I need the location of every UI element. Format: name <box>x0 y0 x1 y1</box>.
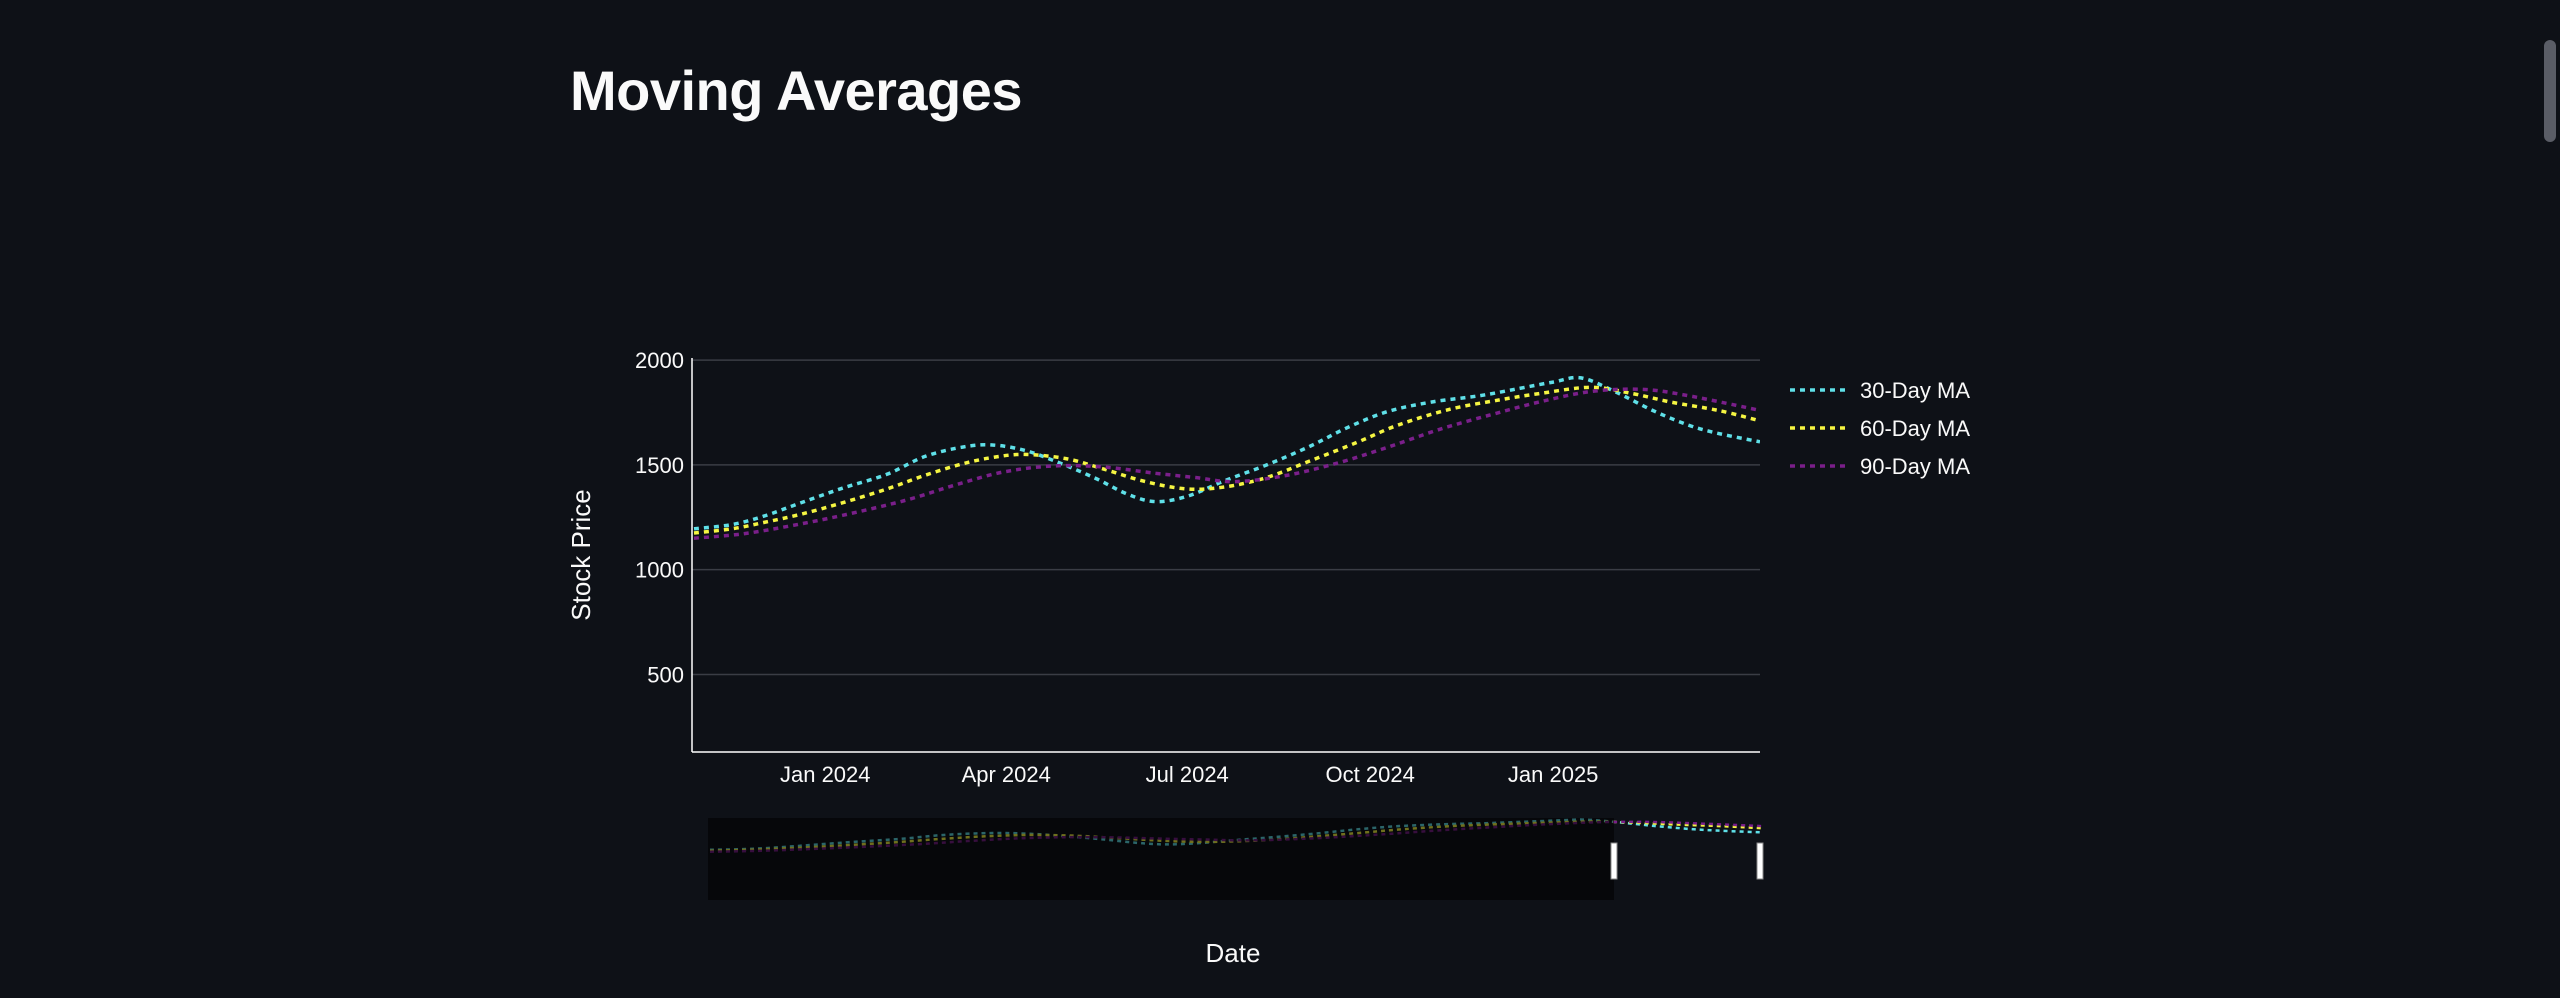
page-title: Moving Averages <box>570 59 1023 122</box>
y-tick-label: 2000 <box>635 348 684 373</box>
y-tick-label: 1500 <box>635 453 684 478</box>
y-tick-label: 1000 <box>635 558 684 583</box>
y-tick-label: 500 <box>647 662 684 687</box>
series-line-3[interactable] <box>693 387 1760 540</box>
range-slider-handle-left[interactable] <box>1610 842 1618 880</box>
x-tick-label: Jul 2024 <box>1146 762 1229 787</box>
x-tick-label: Jan 2025 <box>1508 762 1599 787</box>
legend-label: 30-Day MA <box>1860 378 1970 403</box>
y-tick-labels: 500 1000 1500 2000 <box>635 348 684 687</box>
chart-gridlines <box>692 359 1760 676</box>
x-tick-label: Apr 2024 <box>962 762 1051 787</box>
scrollbar-thumb[interactable] <box>2544 40 2556 142</box>
legend-item-3[interactable]: 90-Day MA <box>1790 454 1970 479</box>
page-scrollbar[interactable] <box>2540 0 2560 998</box>
x-tick-labels: Jan 2024 Apr 2024 Jul 2024 Oct 2024 Jan 2025 <box>780 762 1598 787</box>
legend-item-1[interactable]: 30-Day MA <box>1790 378 1970 403</box>
chart-legend[interactable]: 30-Day MA 60-Day MA 90-Day MA <box>1790 378 1970 479</box>
range-slider-handle-right[interactable] <box>1756 842 1764 880</box>
series-line-1[interactable] <box>693 375 1760 531</box>
legend-label: 60-Day MA <box>1860 416 1970 441</box>
y-axis-title: Stock Price <box>566 489 596 621</box>
range-slider[interactable] <box>708 818 1764 900</box>
series-line-2[interactable] <box>693 385 1760 535</box>
range-slider-mask <box>708 818 1614 900</box>
legend-item-2[interactable]: 60-Day MA <box>1790 416 1970 441</box>
x-tick-label: Oct 2024 <box>1326 762 1415 787</box>
x-axis-title: Date <box>1206 938 1261 968</box>
chart-series <box>693 375 1760 540</box>
x-tick-label: Jan 2024 <box>780 762 871 787</box>
legend-label: 90-Day MA <box>1860 454 1970 479</box>
chart-axes <box>691 358 1760 753</box>
